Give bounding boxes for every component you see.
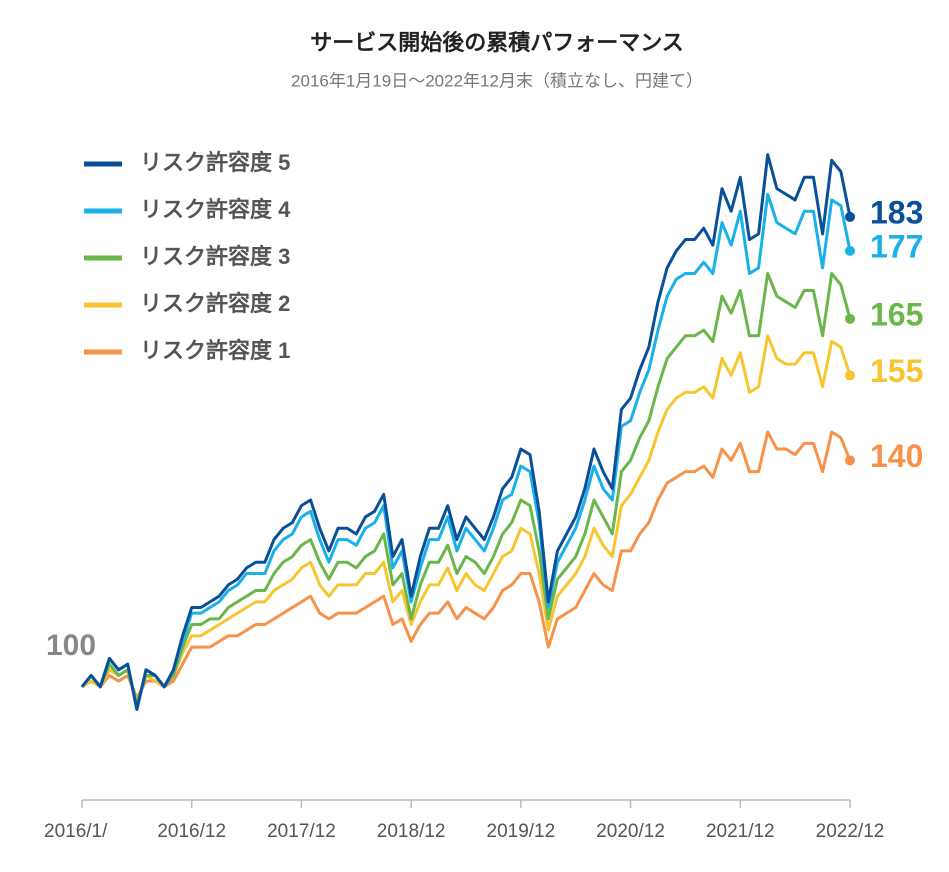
legend-label: リスク許容度 2 (140, 291, 290, 316)
legend-label: リスク許容度 3 (140, 244, 290, 269)
end-point (845, 211, 855, 222)
end-point (845, 370, 855, 381)
series-line (81, 430, 852, 700)
end-label: 140 (870, 438, 923, 474)
series-line (80, 272, 852, 706)
end-point (845, 313, 855, 324)
x-tick-label: 2017/12 (267, 821, 336, 842)
chart-title: サービス開始後の累積パフォーマンス (310, 30, 684, 55)
x-tick-label: 2021/12 (706, 821, 775, 842)
legend-label: リスク許容度 1 (140, 338, 290, 363)
x-tick-label: 2022/12 (816, 821, 885, 842)
end-label: 177 (870, 228, 923, 264)
x-tick-label: 2018/12 (377, 821, 446, 842)
chart-subtitle: 2016年1月19日〜2022年12月末（積立なし、円建て） (291, 71, 703, 90)
end-label: 183 (870, 194, 923, 230)
end-point (845, 245, 855, 256)
end-point (845, 455, 855, 466)
end-label: 155 (870, 353, 923, 389)
series-line (80, 153, 852, 711)
x-tick-label: 2019/12 (487, 821, 556, 842)
series-line (81, 334, 852, 706)
end-label: 165 (870, 296, 923, 332)
start-label: 100 (46, 629, 96, 662)
series-line (80, 192, 852, 711)
legend-label: リスク許容度 4 (140, 197, 291, 222)
x-tick-label: 2020/12 (596, 821, 665, 842)
x-tick-label: 2016/1/ (44, 821, 108, 842)
legend-label: リスク許容度 5 (140, 150, 290, 175)
x-tick-label: 2016/12 (157, 821, 226, 842)
